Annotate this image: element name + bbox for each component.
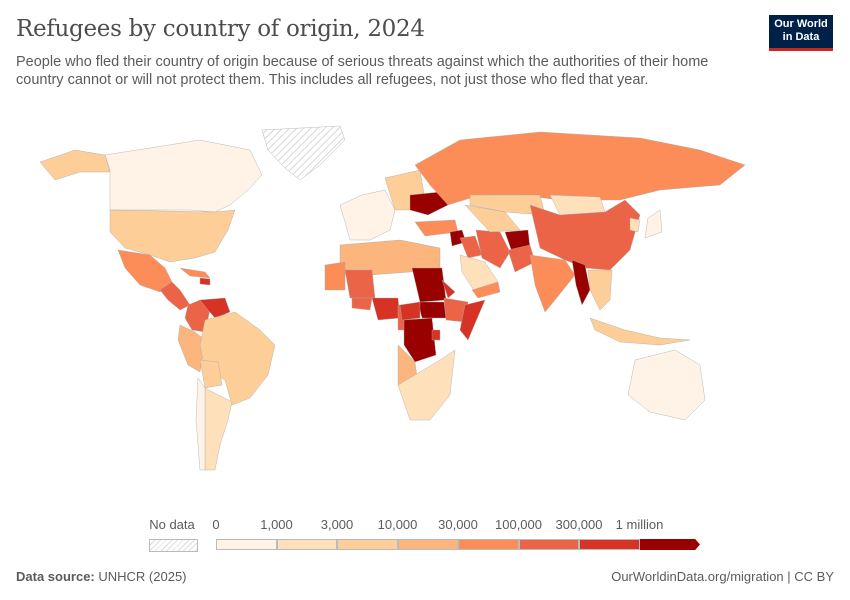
region-burkina-faso[interactable]: Burkina Faso: [351, 297, 373, 311]
region-india[interactable]: India: [529, 254, 576, 313]
legend-tick-label: 3,000: [320, 517, 354, 532]
legend-tick-label: 100,000: [495, 517, 542, 532]
owid-logo[interactable]: Our World in Data: [769, 15, 833, 51]
region-burundi[interactable]: Burundi: [431, 329, 441, 341]
region-caribbean[interactable]: Caribbean: [179, 267, 211, 279]
region-haiti[interactable]: Haiti: [199, 277, 211, 286]
region-australia[interactable]: Australia: [627, 349, 706, 421]
chart-title: Refugees by country of origin, 2024: [16, 16, 425, 42]
region-peru[interactable]: Peru: [177, 324, 206, 373]
region-alaska[interactable]: Alaska: [39, 149, 111, 181]
region-japan[interactable]: Japan: [644, 209, 663, 239]
region-kazakhstan[interactable]: Kazakhstan: [469, 194, 546, 216]
source-url-link[interactable]: OurWorldinData.org/migration | CC BY: [611, 569, 834, 584]
region-ukraine[interactable]: Ukraine: [409, 191, 449, 216]
region-eritrea[interactable]: Eritrea: [441, 279, 456, 299]
region-united-states[interactable]: United States: [109, 209, 236, 263]
region-china[interactable]: China: [529, 199, 641, 271]
region-korea[interactable]: Korea: [629, 217, 641, 233]
region-central-asia[interactable]: Central Asia: [464, 204, 521, 233]
legend-bin[interactable]: [518, 539, 579, 550]
region-southern-africa[interactable]: Southern Africa: [397, 349, 456, 421]
region-mali[interactable]: Mali: [344, 269, 376, 299]
region-western-europe[interactable]: Western Europe: [339, 189, 396, 241]
legend-tick-label: 0: [212, 517, 220, 532]
region-south-sudan[interactable]: South Sudan: [417, 301, 447, 319]
legend-bin[interactable]: [579, 539, 640, 550]
world-map[interactable]: GreenlandCanadaAlaskaUnited StatesMexico…: [0, 118, 850, 508]
region-somalia[interactable]: Somalia: [459, 299, 486, 341]
legend-bin[interactable]: [458, 539, 519, 550]
region-mongolia[interactable]: Mongolia: [549, 194, 606, 216]
legend-bin[interactable]: [276, 539, 337, 550]
legend-no-data-label: No data: [149, 517, 195, 532]
region-dr-congo[interactable]: DR Congo: [403, 317, 437, 363]
region-argentina[interactable]: Argentina: [204, 387, 233, 471]
legend-bin[interactable]: [337, 539, 398, 550]
region-southeast-asia[interactable]: Southeast Asia: [587, 269, 613, 311]
region-myanmar[interactable]: Myanmar: [571, 259, 591, 306]
legend-tick-label: 300,000: [555, 517, 603, 532]
region-mauritania[interactable]: Mauritania: [324, 261, 346, 291]
legend-bin[interactable]: [639, 539, 700, 550]
region-nigeria[interactable]: Nigeria: [371, 297, 401, 321]
legend: No data 0 1,000 3,000 10,000 30,000 100,000 30…: [0, 512, 850, 552]
region-chile[interactable]: Chile: [195, 377, 206, 471]
legend-tick-label: 1 million: [615, 517, 664, 532]
region-sudan[interactable]: Sudan: [411, 267, 447, 303]
region-canada[interactable]: Canada: [104, 139, 263, 213]
region-russia[interactable]: Russia: [414, 131, 746, 206]
region-central-african-republic[interactable]: Central African Republic: [399, 301, 421, 321]
region-greenland[interactable]: Greenland: [261, 125, 346, 181]
legend-tick-label: 30,000: [438, 517, 478, 532]
data-source: Data source: UNHCR (2025): [16, 569, 187, 584]
region-bolivia[interactable]: Bolivia: [199, 359, 223, 389]
legend-bin[interactable]: [216, 539, 277, 550]
legend-no-data-swatch: [149, 539, 198, 552]
region-yemen[interactable]: Yemen: [471, 281, 501, 299]
region-indonesia[interactable]: Indonesia: [589, 317, 691, 346]
legend-tick-label: 10,000: [377, 517, 418, 532]
legend-tick-label: 1,000: [260, 517, 293, 532]
region-venezuela[interactable]: Venezuela: [199, 297, 231, 319]
legend-bin[interactable]: [397, 539, 458, 550]
chart-subtitle: People who fled their country of origin …: [16, 54, 709, 88]
